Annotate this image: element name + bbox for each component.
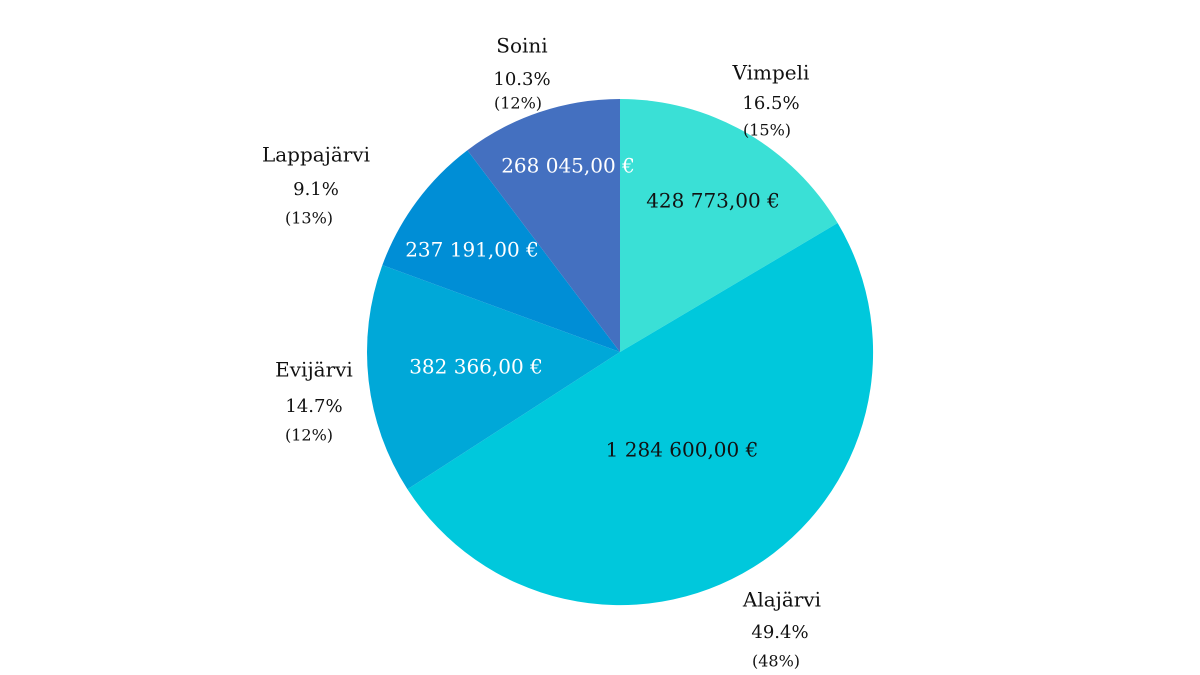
slice-value-label: 237 191,00 € [405,238,539,262]
pie-slices [366,99,874,606]
category-name-label: Lappajärvi [262,143,370,167]
category-name-label: Soini [496,34,547,58]
pie-slice-soini [467,99,620,352]
category-percent-label: 14.7% [285,396,342,417]
slice-value-label: 382 366,00 € [409,355,543,379]
slice-value-labels: 428 773,00 € 1 284 600,00 € 382 366,00 € 23… [405,154,780,462]
category-percent-label: 10.3% [493,69,550,90]
slice-value-label: 1 284 600,00 € [606,438,759,462]
pie-slice-vimpeli [620,99,838,352]
category-previous-percent-label: (12%) [494,94,542,113]
category-name-label: Alajärvi [742,588,821,612]
category-name-label: Vimpeli [732,61,810,85]
slice-value-label: 428 773,00 € [646,189,780,213]
category-labels: Vimpeli 16.5% (15%) Alajärvi 49.4% (48%) Evijä… [262,34,821,671]
pie-slice-alajärvi [407,223,874,606]
slice-value-label: 268 045,00 € [501,154,635,178]
category-previous-percent-label: (13%) [285,209,333,228]
category-previous-percent-label: (12%) [285,426,333,445]
category-previous-percent-label: (48%) [752,652,800,671]
category-percent-label: 49.4% [751,622,808,643]
pie-slice-evijärvi [366,265,620,490]
category-previous-percent-label: (15%) [743,121,791,140]
pie-slice-lappajärvi [382,150,620,352]
category-name-label: Evijärvi [275,358,353,382]
category-percent-label: 9.1% [293,179,339,200]
category-percent-label: 16.5% [742,93,799,114]
